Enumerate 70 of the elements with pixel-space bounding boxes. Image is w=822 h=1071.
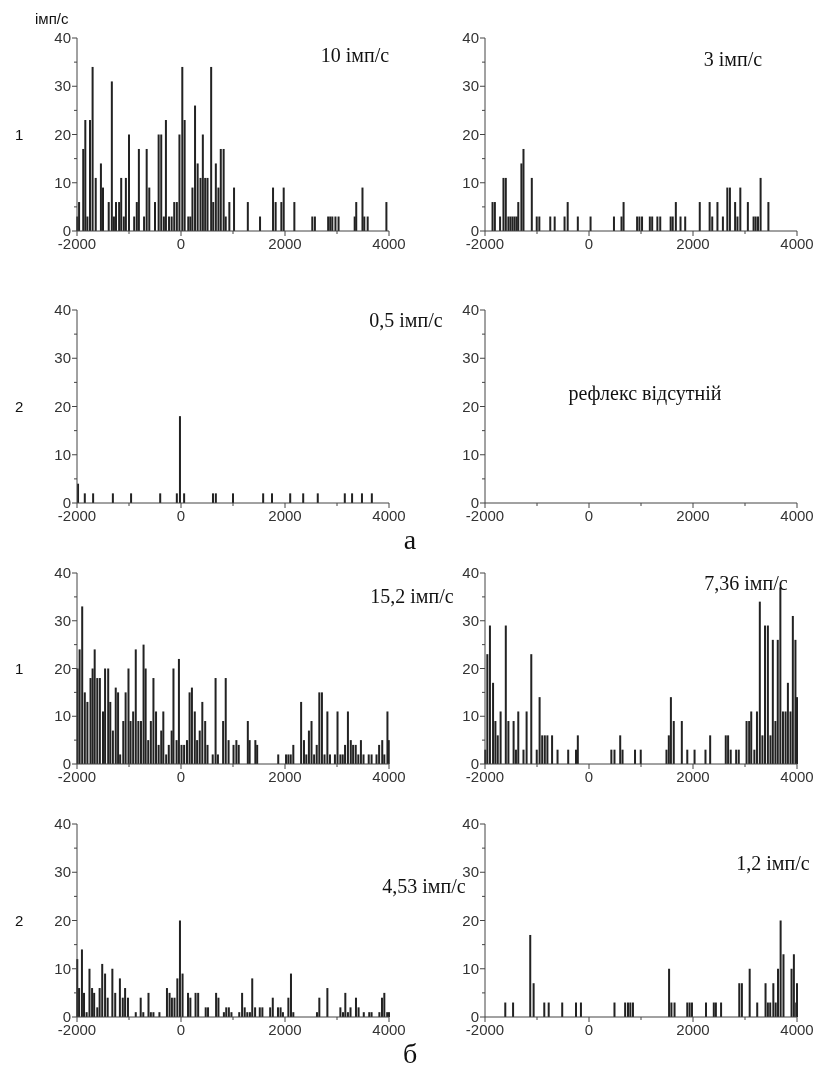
x-tick-label: 0: [176, 1021, 186, 1038]
y-tick-label: 30: [462, 77, 479, 95]
x-tick-label: 4000: [780, 1021, 814, 1038]
text: 1: [15, 659, 24, 677]
y-tick-label: 20: [462, 397, 479, 415]
y-tick-label: 30: [54, 863, 71, 881]
annotation: 0,5 імп/с: [369, 308, 443, 331]
x-tick-label: 4000: [372, 768, 406, 785]
y-tick-label: 40: [462, 815, 479, 832]
y-tick-label: 10: [54, 959, 71, 977]
text: 2: [15, 911, 24, 929]
y-tick-label: 20: [462, 659, 479, 677]
y-tick-label: 20: [54, 397, 71, 415]
x-tick-label: 0: [176, 235, 186, 252]
x-tick-label: 4000: [780, 768, 814, 785]
x-tick-label: 0: [584, 507, 594, 524]
x-tick-label: 2000: [268, 507, 302, 524]
y-tick-label: 30: [54, 611, 71, 629]
y-tick-label: 30: [462, 863, 479, 881]
annotation: 10 імп/с: [320, 44, 390, 67]
annotation: 1,2 імп/с: [736, 851, 810, 874]
x-tick-label: 0: [584, 1021, 594, 1038]
x-tick-label: 0: [584, 768, 594, 785]
y-tick-label: 10: [54, 707, 71, 725]
annotation: 15,2 імп/с: [370, 584, 454, 607]
x-tick-label: 4000: [780, 235, 814, 252]
y-tick-label: 10: [462, 707, 479, 725]
y-tick-label: 40: [54, 29, 71, 46]
y-tick-label: 30: [462, 349, 479, 367]
text: б: [402, 1038, 418, 1069]
y-tick-label: 40: [462, 29, 479, 46]
y-tick-label: 20: [54, 659, 71, 677]
y-tick-label: 40: [462, 301, 479, 318]
x-tick-label: 2000: [676, 1021, 710, 1038]
x-tick-label: 4000: [372, 235, 406, 252]
y-tick-label: 10: [462, 173, 479, 191]
text: а: [403, 524, 417, 555]
annotation: 3 імп/с: [703, 48, 763, 71]
annotation: 7,36 імп/с: [704, 571, 788, 594]
y-tick-label: 20: [462, 911, 479, 929]
y-axis-title: імп/с: [35, 10, 69, 27]
y-tick-label: 10: [462, 445, 479, 463]
y-tick-label: 10: [54, 445, 71, 463]
y-tick-label: 40: [54, 815, 71, 832]
x-tick-label: 2000: [676, 235, 710, 252]
x-tick-label: 4000: [372, 1021, 406, 1038]
text: 2: [15, 397, 24, 415]
y-tick-label: 40: [54, 564, 71, 581]
x-tick-label: 4000: [372, 507, 406, 524]
y-tick-label: 20: [54, 125, 71, 143]
y-tick-label: 20: [462, 125, 479, 143]
annotation: рефлекс відсутній: [568, 381, 722, 405]
x-tick-label: 0: [584, 235, 594, 252]
y-tick-label: 10: [462, 959, 479, 977]
y-tick-label: 10: [54, 173, 71, 191]
y-tick-label: 30: [462, 611, 479, 629]
x-tick-label: 4000: [780, 507, 814, 524]
x-tick-label: 0: [176, 507, 186, 524]
x-tick-label: 2000: [676, 507, 710, 524]
x-tick-label: 2000: [268, 768, 302, 785]
text: 1: [15, 125, 24, 143]
x-tick-label: 0: [176, 768, 186, 785]
x-tick-label: 2000: [268, 235, 302, 252]
y-tick-label: 40: [54, 301, 71, 318]
x-tick-label: 2000: [268, 1021, 302, 1038]
x-tick-label: 2000: [676, 768, 710, 785]
y-tick-label: 30: [54, 349, 71, 367]
y-tick-label: 40: [462, 564, 479, 581]
y-tick-label: 20: [54, 911, 71, 929]
y-tick-label: 30: [54, 77, 71, 95]
